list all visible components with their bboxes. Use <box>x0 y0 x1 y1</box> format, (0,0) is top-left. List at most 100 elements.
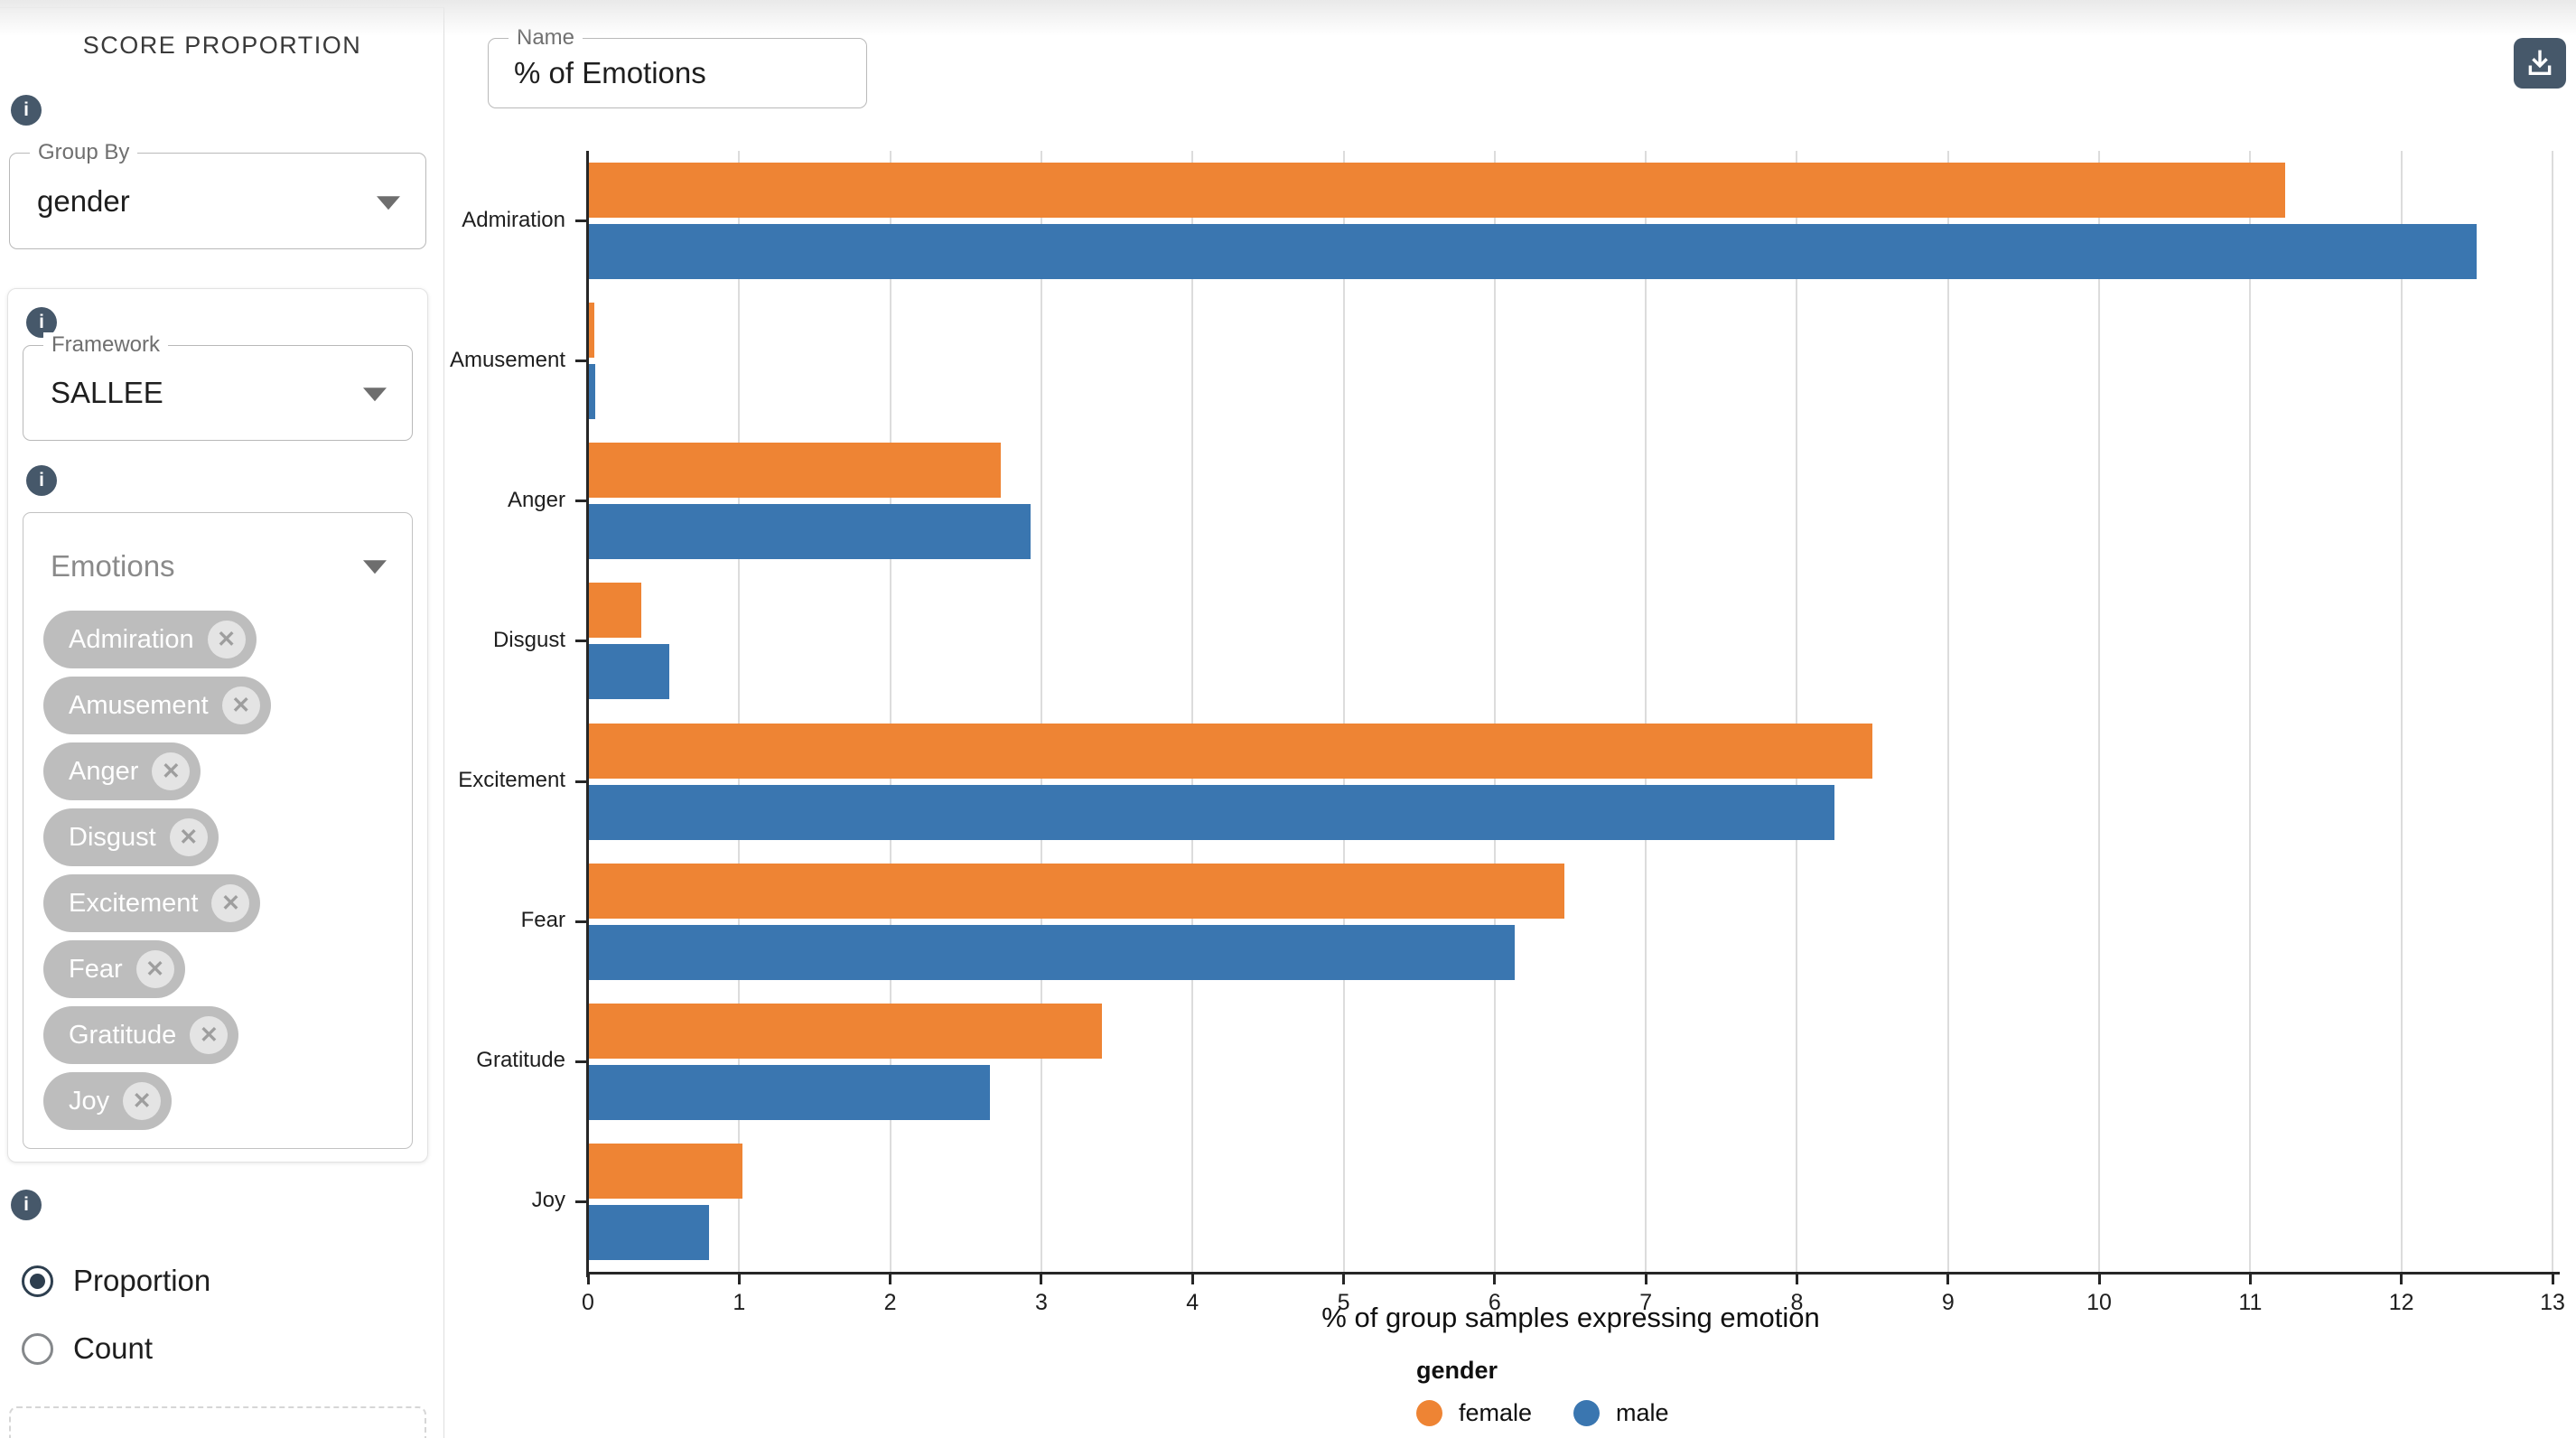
gridline <box>1645 151 1647 1272</box>
info-icon[interactable]: i <box>11 95 42 126</box>
bar-joy-female <box>588 1143 742 1199</box>
chip-remove-icon[interactable]: ✕ <box>123 1082 162 1120</box>
bar-disgust-male <box>588 644 670 700</box>
chart-name-field: Name <box>488 25 867 108</box>
gridline <box>2552 151 2553 1272</box>
legend-color-dot <box>1573 1400 1601 1426</box>
gridline <box>1040 151 1042 1272</box>
y-tick-label: Disgust <box>492 627 565 652</box>
y-tick <box>575 360 588 363</box>
chip-label: Amusement <box>69 690 209 720</box>
bar-admiration-female <box>588 163 2285 219</box>
x-tick <box>1493 1272 1497 1284</box>
group-by-select[interactable]: Group By gender <box>9 140 426 249</box>
legend-title: gender <box>1416 1357 1498 1384</box>
bar-joy-male <box>588 1204 709 1260</box>
y-tick <box>575 1060 588 1063</box>
bar-anger-female <box>588 443 1001 499</box>
y-tick-label: Admiration <box>462 207 565 232</box>
chip-remove-icon[interactable]: ✕ <box>152 752 191 790</box>
x-tick-label: 7 <box>1639 1290 1653 1315</box>
chip-label: Admiration <box>69 624 194 654</box>
gridline <box>1946 151 1949 1272</box>
emotion-chip[interactable]: Admiration ✕ <box>43 611 257 668</box>
y-tick-label: Joy <box>531 1188 565 1213</box>
radio-dot <box>30 1273 45 1289</box>
bar-excitement-male <box>588 784 1835 840</box>
x-tick-label: 1 <box>733 1290 746 1315</box>
x-tick <box>1946 1272 1950 1284</box>
x-tick-label: 10 <box>2086 1290 2112 1315</box>
framework-label: Framework <box>43 332 169 358</box>
mode-radio-proportion[interactable]: Proportion <box>22 1264 210 1298</box>
radio-label: Proportion <box>73 1264 211 1297</box>
emotion-chip[interactable]: Fear ✕ <box>43 940 185 998</box>
x-tick-label: 4 <box>1186 1290 1199 1315</box>
chip-label: Excitement <box>69 888 199 918</box>
legend-item-female: female <box>1416 1399 1532 1427</box>
y-tick <box>575 1200 588 1203</box>
y-tick <box>575 500 588 503</box>
bar-disgust-female <box>588 583 641 639</box>
y-tick-label: Excitement <box>458 768 565 793</box>
chip-label: Disgust <box>69 822 156 852</box>
x-tick-label: 6 <box>1488 1290 1501 1315</box>
emotions-label: Emotions <box>51 549 175 583</box>
sidebar-title: SCORE PROPORTION <box>82 32 362 59</box>
group-by-value: gender <box>37 183 130 218</box>
bar-gratitude-female <box>588 1003 1102 1059</box>
gridline <box>889 151 891 1272</box>
gridline <box>1342 151 1345 1272</box>
chip-remove-icon[interactable]: ✕ <box>207 621 246 658</box>
emotion-chip[interactable]: Gratitude ✕ <box>43 1006 239 1064</box>
x-tick <box>2248 1272 2252 1284</box>
x-tick-label: 0 <box>582 1290 594 1315</box>
x-tick <box>1040 1272 1043 1284</box>
emotion-chip[interactable]: Anger ✕ <box>43 742 201 800</box>
framework-value: SALLEE <box>51 376 163 409</box>
framework-emotions-card: i Framework SALLEE i Emotions Admiration… <box>7 288 428 1163</box>
bar-excitement-female <box>588 723 1873 779</box>
emotions-multiselect[interactable]: Emotions Admiration ✕ Amusement ✕ Anger ✕ Disg… <box>23 512 413 1149</box>
gridline <box>2249 151 2252 1272</box>
x-tick <box>1644 1272 1647 1284</box>
drop-zone[interactable] <box>9 1406 426 1438</box>
bar-fear-female <box>588 863 1564 919</box>
emotion-chip[interactable]: Excitement ✕ <box>43 874 261 932</box>
bar-amusement-male <box>588 364 596 420</box>
y-tick-label: Anger <box>507 487 565 512</box>
x-tick <box>586 1272 590 1284</box>
chip-remove-icon[interactable]: ✕ <box>135 950 174 988</box>
y-axis-line <box>586 151 589 1277</box>
info-icon[interactable]: i <box>11 1190 42 1220</box>
gridline <box>1191 151 1194 1272</box>
name-input[interactable] <box>514 39 839 107</box>
chip-remove-icon[interactable]: ✕ <box>221 686 260 724</box>
y-tick <box>575 640 588 643</box>
x-tick <box>1190 1272 1194 1284</box>
emotion-chip[interactable]: Disgust ✕ <box>43 808 219 866</box>
emotion-chip[interactable]: Joy ✕ <box>43 1072 173 1130</box>
x-axis-line <box>586 1272 2560 1275</box>
mode-radio-count[interactable]: Count <box>22 1331 153 1366</box>
emotion-chip[interactable]: Amusement ✕ <box>43 677 271 734</box>
chip-label: Gratitude <box>69 1020 177 1050</box>
legend-color-dot <box>1416 1400 1442 1426</box>
info-icon[interactable]: i <box>26 465 57 496</box>
y-tick <box>575 780 588 783</box>
legend-label: female <box>1459 1399 1533 1426</box>
x-tick <box>2551 1272 2554 1284</box>
chip-remove-icon[interactable]: ✕ <box>169 818 208 856</box>
y-tick <box>575 219 588 223</box>
chart-legend: female male <box>1416 1399 1711 1427</box>
group-by-label: Group By <box>30 140 138 165</box>
bar-amusement-female <box>588 303 594 359</box>
download-button[interactable] <box>2514 38 2566 89</box>
framework-select[interactable]: Framework SALLEE <box>23 332 413 441</box>
chip-remove-icon[interactable]: ✕ <box>211 884 250 922</box>
gridline <box>738 151 741 1272</box>
x-tick-label: 2 <box>883 1290 897 1315</box>
radio-icon <box>22 1332 53 1365</box>
x-axis-label: % of group samples expressing emotion <box>1321 1302 1820 1333</box>
chip-remove-icon[interactable]: ✕ <box>190 1016 229 1054</box>
